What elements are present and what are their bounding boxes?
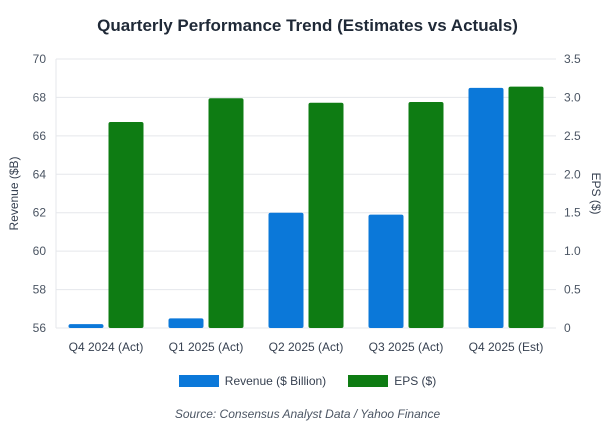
chart-title: Quarterly Performance Trend (Estimates v… bbox=[97, 16, 518, 35]
y-right-tick-label: 2.0 bbox=[564, 167, 581, 181]
y-left-tick-label: 62 bbox=[33, 206, 47, 220]
legend-swatch-eps bbox=[348, 375, 389, 387]
x-tick-label: Q2 2025 (Act) bbox=[269, 340, 344, 354]
bar-revenue bbox=[68, 324, 104, 328]
y-right-tick-label: 0.5 bbox=[564, 283, 581, 297]
y-left-axis-title: Revenue ($B) bbox=[7, 156, 21, 230]
legend-item-revenue[interactable]: Revenue ($ Billion) bbox=[178, 374, 327, 388]
bar-eps bbox=[108, 122, 144, 328]
y-right-tick-label: 3.5 bbox=[564, 52, 581, 66]
y-right-tick-label: 1.0 bbox=[564, 244, 581, 258]
legend-label-eps: EPS ($) bbox=[394, 374, 437, 388]
y-left-tick-label: 70 bbox=[33, 52, 47, 66]
chart-legend: Revenue ($ Billion) EPS ($) bbox=[0, 374, 615, 388]
chart-source-note: Source: Consensus Analyst Data / Yahoo F… bbox=[174, 407, 441, 421]
bar-eps bbox=[308, 102, 344, 329]
y-right-tick-label: 1.5 bbox=[564, 206, 581, 220]
bar-eps bbox=[408, 102, 444, 328]
x-tick-label: Q4 2024 (Act) bbox=[69, 340, 144, 354]
y-left-tick-label: 56 bbox=[33, 321, 47, 335]
y-left-tick-label: 60 bbox=[33, 244, 47, 258]
y-left-tick-label: 66 bbox=[33, 129, 47, 143]
bar-revenue bbox=[368, 214, 404, 328]
legend-label-revenue: Revenue ($ Billion) bbox=[224, 374, 327, 388]
x-tick-label: Q4 2025 (Est) bbox=[469, 340, 544, 354]
y-left-tick-label: 64 bbox=[33, 167, 47, 181]
y-right-axis-title: EPS ($) bbox=[589, 172, 603, 214]
x-tick-label: Q1 2025 (Act) bbox=[169, 340, 244, 354]
y-right-tick-label: 0 bbox=[564, 321, 571, 335]
y-left-tick-label: 68 bbox=[33, 90, 47, 104]
y-right-tick-label: 2.5 bbox=[564, 129, 581, 143]
y-left-tick-label: 58 bbox=[33, 283, 47, 297]
x-tick-label: Q3 2025 (Act) bbox=[369, 340, 444, 354]
legend-swatch-revenue bbox=[178, 375, 219, 387]
legend-item-eps[interactable]: EPS ($) bbox=[348, 374, 436, 388]
bar-revenue bbox=[468, 87, 504, 328]
bar-revenue bbox=[168, 318, 204, 328]
y-right-tick-label: 3.0 bbox=[564, 90, 581, 104]
bar-eps bbox=[208, 98, 244, 328]
bar-revenue bbox=[268, 212, 304, 328]
bar-eps bbox=[508, 86, 544, 328]
